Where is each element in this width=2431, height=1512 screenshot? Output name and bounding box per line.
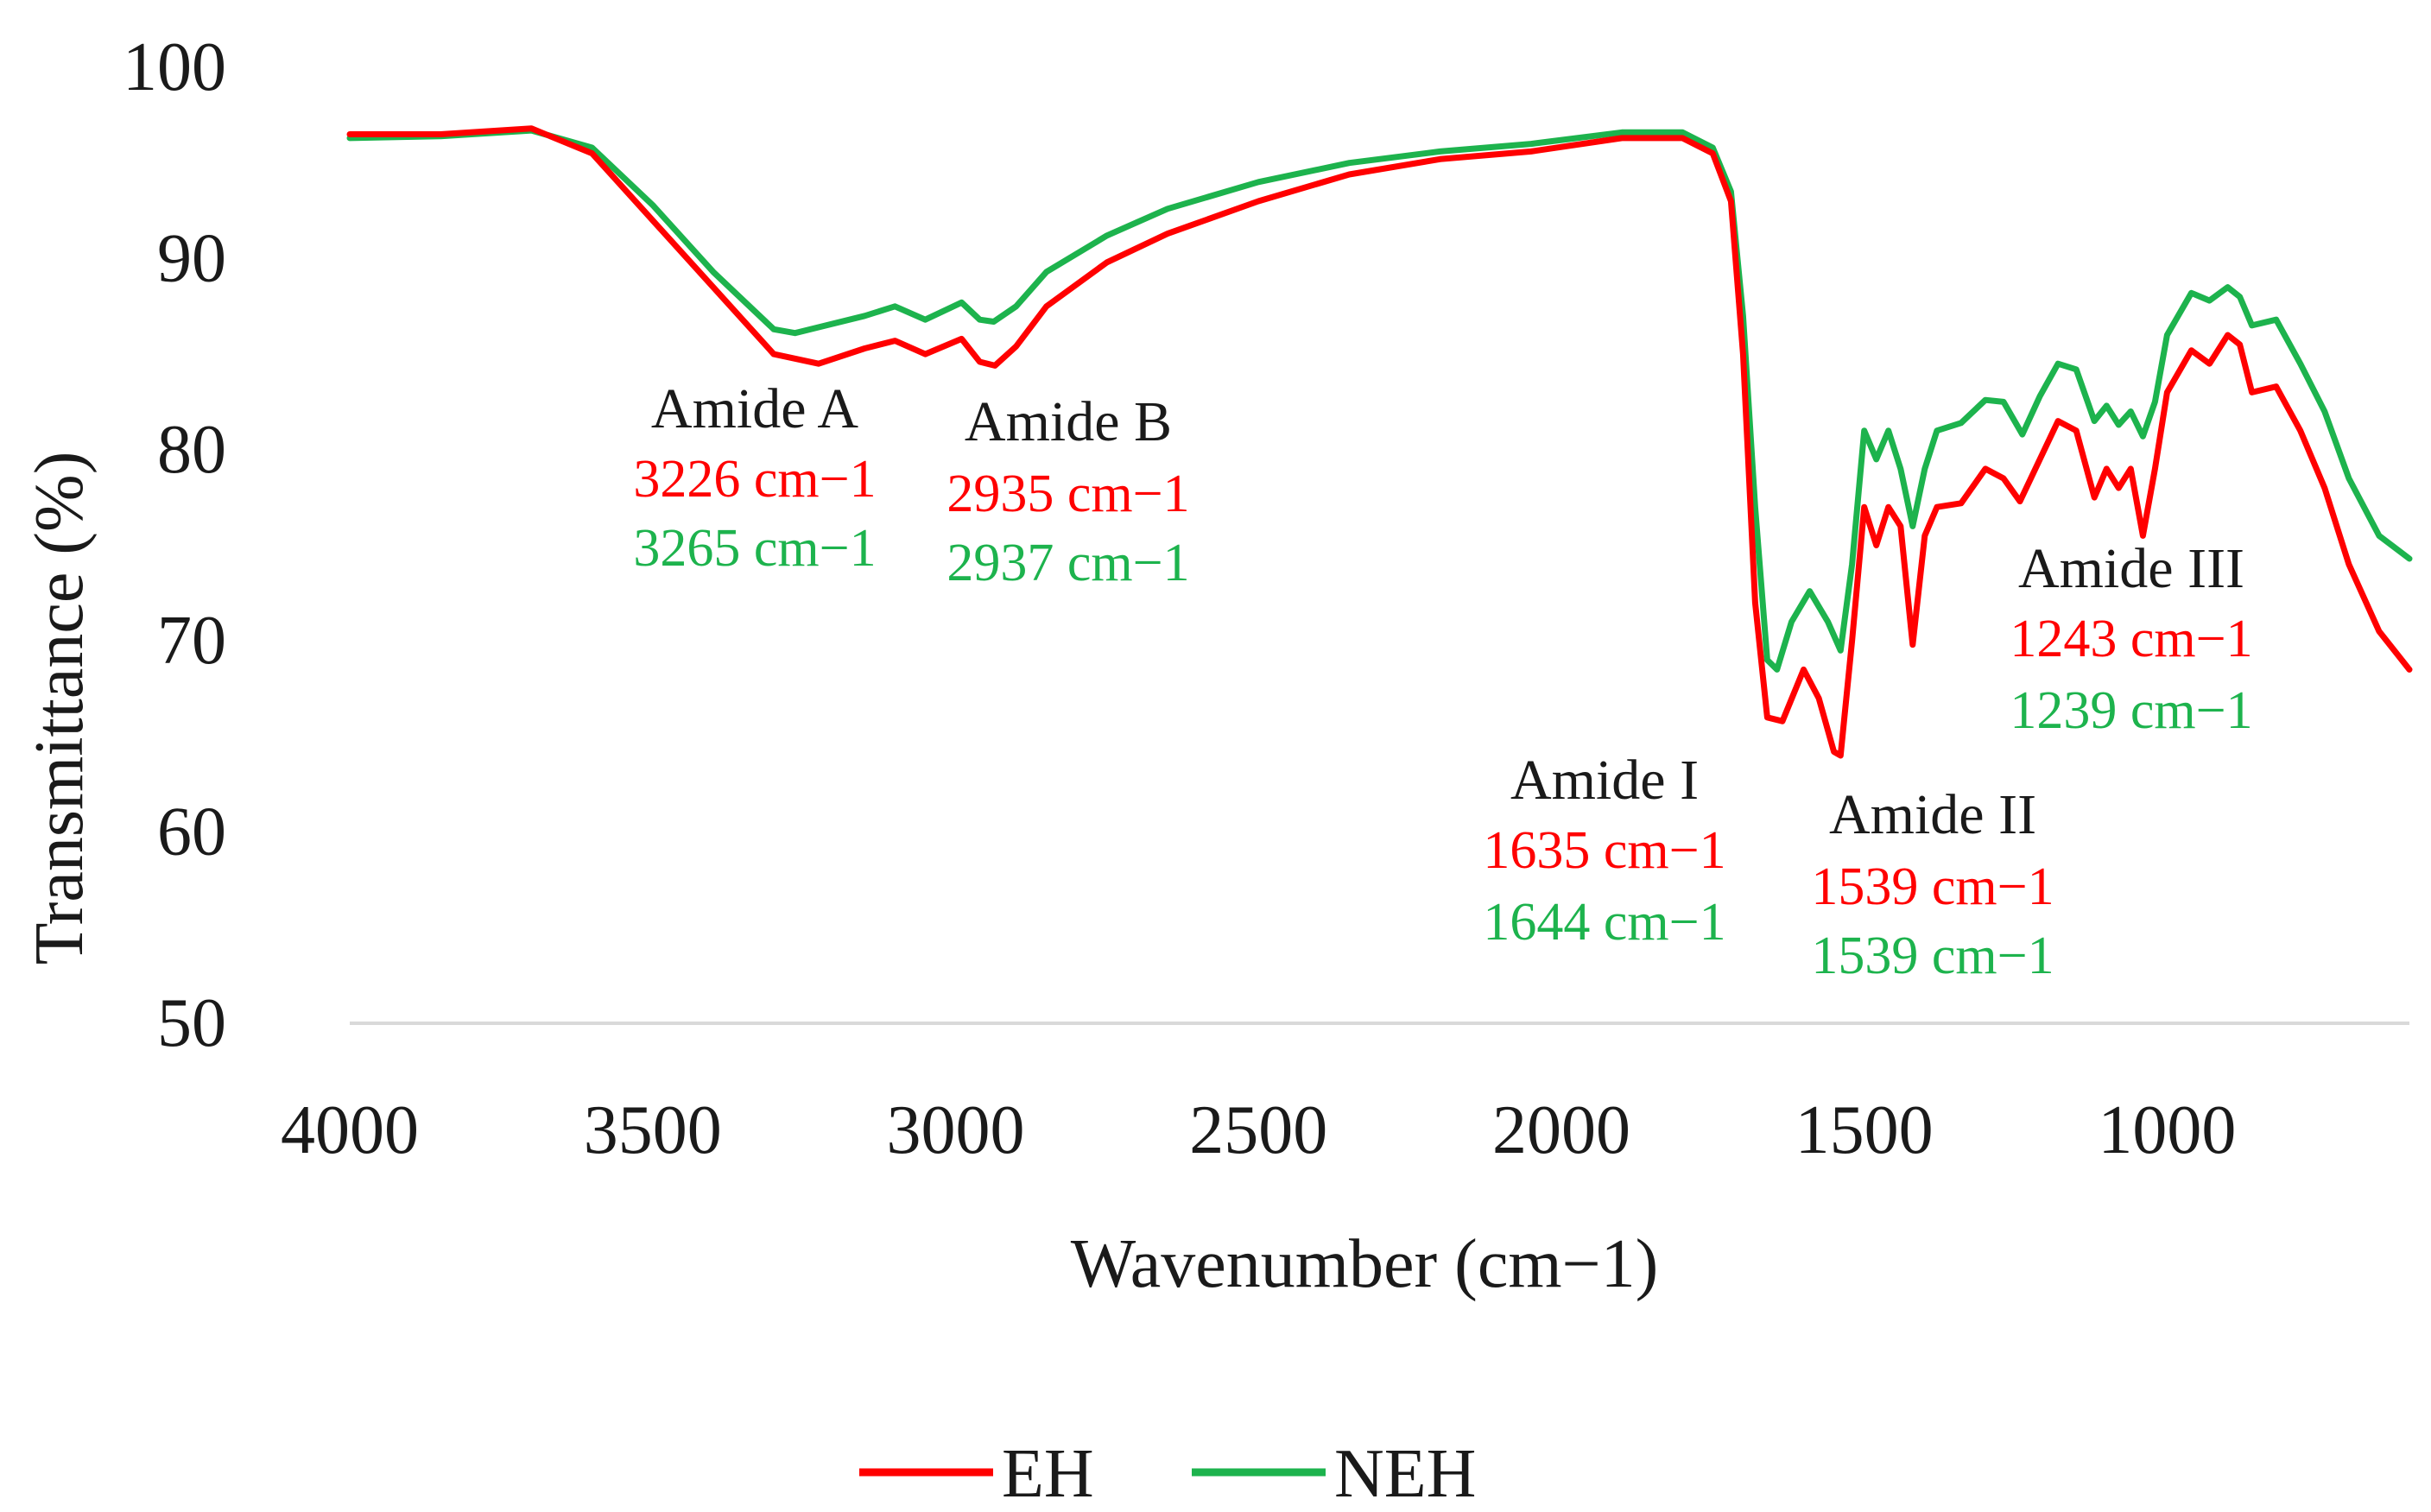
annotation-eh-value: 1635 cm−1 [1483,821,1725,880]
x-tick-label: 1500 [1795,1092,1934,1168]
annotation-neh-value: 1644 cm−1 [1483,893,1725,952]
y-axis-title: Transmittance (%) [22,452,98,965]
annotation-eh-value: 1243 cm−1 [2010,610,2252,668]
y-tick-label: 90 [157,220,226,296]
x-tick-label: 2000 [1492,1092,1630,1168]
x-tick-label: 3500 [584,1092,722,1168]
annotation-neh-value: 2937 cm−1 [946,534,1189,592]
annotation-title: Amide B [965,390,1172,453]
y-axis-ticks: 50 60 70 80 90 100 [123,29,226,1061]
annotation-eh-value: 2935 cm−1 [946,465,1189,523]
annotation-amide-iii: Amide III 1243 cm−1 1239 cm−1 [2010,537,2252,740]
annotation-title: Amide A [651,377,858,440]
annotation-amide-b: Amide B 2935 cm−1 2937 cm−1 [946,390,1189,592]
legend-label-neh: NEH [1334,1436,1476,1512]
annotation-amide-i: Amide I 1635 cm−1 1644 cm−1 [1483,749,1725,952]
legend-label-eh: EH [1002,1436,1094,1512]
annotation-amide-ii: Amide II 1539 cm−1 1539 cm−1 [1811,783,2054,985]
y-tick-label: 100 [123,29,226,105]
x-axis-title: Wavenumber (cm−1) [1071,1226,1659,1302]
y-tick-label: 50 [157,985,226,1061]
legend: EH NEH [859,1436,1476,1512]
plot-area [346,125,2413,1025]
annotation-title: Amide I [1510,749,1699,812]
y-tick-label: 60 [157,794,226,870]
annotation-title: Amide II [1829,783,2036,846]
x-tick-label: 3000 [886,1092,1024,1168]
annotation-title: Amide III [2018,537,2244,600]
x-tick-label: 4000 [281,1092,419,1168]
annotation-eh-value: 1539 cm−1 [1811,857,2054,916]
annotation-neh-value: 1539 cm−1 [1811,927,2054,985]
series-line-eh [346,125,2413,759]
x-axis-ticks: 4000 3500 3000 2500 2000 1500 1000 [281,1092,2236,1168]
x-tick-label: 2500 [1189,1092,1327,1168]
y-tick-label: 70 [157,603,226,679]
series-line-neh [346,127,2413,673]
annotation-eh-value: 3226 cm−1 [633,450,876,509]
y-tick-label: 80 [157,412,226,488]
legend-item-neh: NEH [1192,1436,1476,1512]
x-tick-label: 1000 [2098,1092,2236,1168]
annotation-amide-a: Amide A 3226 cm−1 3265 cm−1 [633,377,876,578]
legend-item-eh: EH [859,1436,1094,1512]
annotation-neh-value: 3265 cm−1 [633,519,876,578]
annotation-neh-value: 1239 cm−1 [2010,681,2252,740]
